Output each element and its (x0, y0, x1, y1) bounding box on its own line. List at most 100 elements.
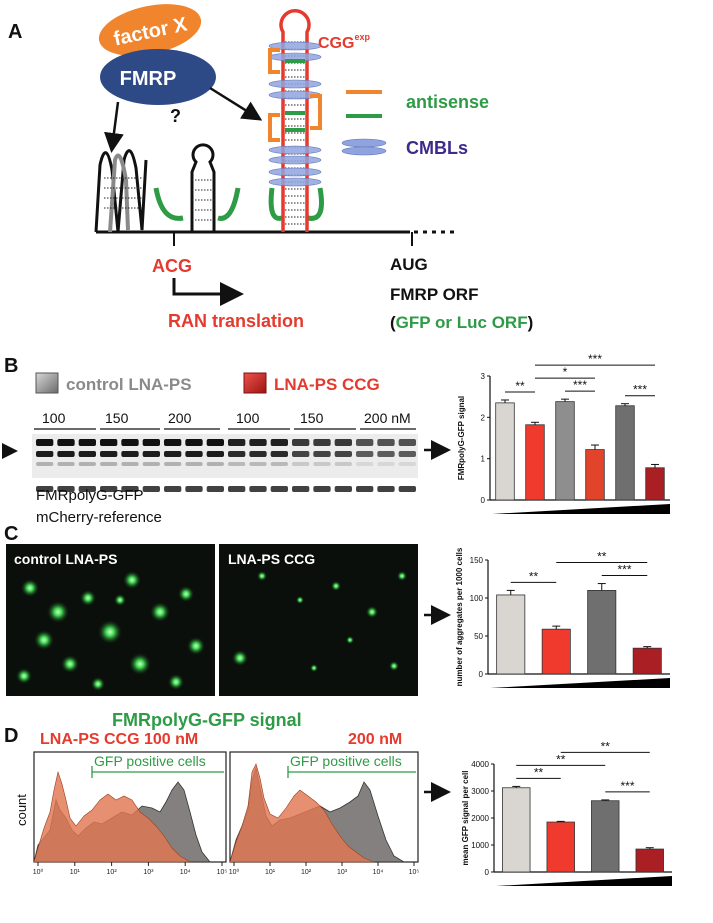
histogram-right: GFP positive cells 10⁰ 10¹ 10² 10³ 10⁴ 10⁵ (229, 751, 419, 876)
micrograph-ccg-label: LNA-PS CCG (228, 551, 315, 567)
blot1-band-lower (334, 451, 352, 457)
fluorescent-cell (80, 590, 96, 606)
fluorescent-cell (91, 677, 105, 691)
histogram-xtick-label: 10¹ (265, 869, 276, 876)
cgg-label: CGGexp (318, 32, 370, 52)
blot1-band-upper (313, 439, 331, 446)
chart-y-tick-label: 4000 (471, 760, 489, 769)
legend-control-label: control LNA-PS (66, 375, 192, 394)
legend-cmbls: CMBLs (406, 138, 468, 158)
significance-label: ** (534, 765, 544, 779)
blot1-band-upper (100, 439, 118, 446)
blot1-band-lower (185, 451, 203, 457)
blot1-band-lower (36, 451, 54, 457)
panel-b-letter: B (4, 355, 18, 377)
chart-y-tick-label: 150 (470, 556, 484, 565)
blot1-band-lower (356, 451, 374, 457)
significance-label: ** (515, 379, 525, 393)
blot1-band-faint (334, 462, 352, 466)
chart-y-tick-label: 0 (481, 496, 486, 505)
fluorescent-cell (366, 606, 378, 618)
antisense-arcs (153, 187, 324, 221)
gfp-luc-label: (GFP or Luc ORF) (390, 313, 533, 332)
legend-cmbl-icon (341, 138, 387, 156)
chart-bar (635, 848, 664, 873)
acg-label: ACG (152, 256, 192, 276)
chart-y-tick-label: 2 (481, 413, 486, 422)
blot1-band-faint (292, 462, 310, 466)
histogram-xtick-label: 10² (301, 869, 312, 876)
blot1-band-faint (377, 462, 395, 466)
blot1-band-upper (270, 439, 288, 446)
small-hairpin-dots (192, 179, 214, 221)
fmrp-orf-label: FMRP ORF (390, 285, 478, 304)
histogram-left: GFP positive cells count 10⁰ 10¹ 10² 10³ 10⁴… (14, 751, 228, 876)
cmbl-disc (268, 177, 322, 187)
blot1-band-lower (142, 451, 160, 457)
micrograph-control-label: control LNA-PS (14, 551, 117, 567)
ran-arrow (172, 278, 244, 306)
histogram-xtick-label: 10³ (143, 869, 154, 876)
chart-bar (525, 424, 545, 501)
blot1-bands (36, 439, 416, 466)
chart-bar (541, 628, 571, 675)
fluorescent-cell (150, 602, 170, 622)
histogram-right-xticks: 10⁰ 10¹ 10² 10³ 10⁴ 10⁵ (229, 862, 419, 876)
significance-label: *** (573, 378, 587, 392)
histogram-xtick-label: 10⁴ (373, 869, 384, 876)
blot1-band-lower (100, 451, 118, 457)
fluorescent-cell (123, 571, 141, 589)
blot2-band (249, 486, 267, 492)
dose-ccg-200: 200 nM (364, 410, 411, 426)
fluorescent-cell (34, 630, 54, 650)
fluorescent-cell (187, 637, 205, 655)
blot1-band-lower (292, 451, 310, 457)
blot1-band-faint (356, 462, 374, 466)
dose-wedge (492, 504, 670, 514)
cmbl-ellipses (268, 41, 322, 187)
blot2-band (121, 486, 139, 492)
bar-chart-c: 0 50 100 150 number of aggregates per 1000 c… (455, 547, 670, 688)
blot2-band (185, 486, 203, 492)
fluorescent-cell (397, 571, 407, 581)
blot2-band (142, 486, 160, 492)
dose-control-150: 150 (105, 410, 129, 426)
blot2-bands (36, 486, 416, 492)
blot1-band-faint (78, 462, 96, 466)
blot1-band-faint (57, 462, 75, 466)
blot1-band-lower (228, 451, 246, 457)
histogram-left-orange (33, 770, 192, 863)
chart-y-tick-label: 3000 (471, 787, 489, 796)
blot2-label: mCherry-reference (36, 509, 162, 526)
aug-label: AUG (390, 255, 428, 274)
chart-y-tick-label: 1 (481, 455, 486, 464)
dose-wedge (490, 678, 670, 688)
blot1-band-lower (121, 451, 139, 457)
fluorescent-cell (21, 579, 39, 597)
micrograph-ccg (219, 544, 418, 696)
cgg-label-sup: exp (354, 32, 370, 42)
blot1-band-upper (249, 439, 267, 446)
blot1-band-faint (313, 462, 331, 466)
dose-control-100: 100 (42, 410, 66, 426)
fluorescent-cell (310, 664, 318, 672)
fluorescent-cell (346, 636, 354, 644)
chart-bar (495, 402, 515, 501)
fluorescent-cell (178, 586, 194, 602)
fluorescent-cell (257, 571, 267, 581)
blot2-band (206, 486, 224, 492)
gate-right-label: GFP positive cells (290, 753, 402, 769)
fluorescent-cell (129, 653, 151, 675)
blot2-band (270, 486, 288, 492)
blot1-band-upper (228, 439, 246, 446)
histogram-xtick-label: 10⁵ (217, 869, 228, 876)
chart-bar (585, 449, 605, 501)
significance-label: * (563, 365, 568, 379)
cgg-hairpin-dots (285, 41, 305, 225)
blot1-band-faint (270, 462, 288, 466)
chart-bar (587, 590, 617, 675)
blot2-band (228, 486, 246, 492)
chart-bar (645, 467, 665, 501)
